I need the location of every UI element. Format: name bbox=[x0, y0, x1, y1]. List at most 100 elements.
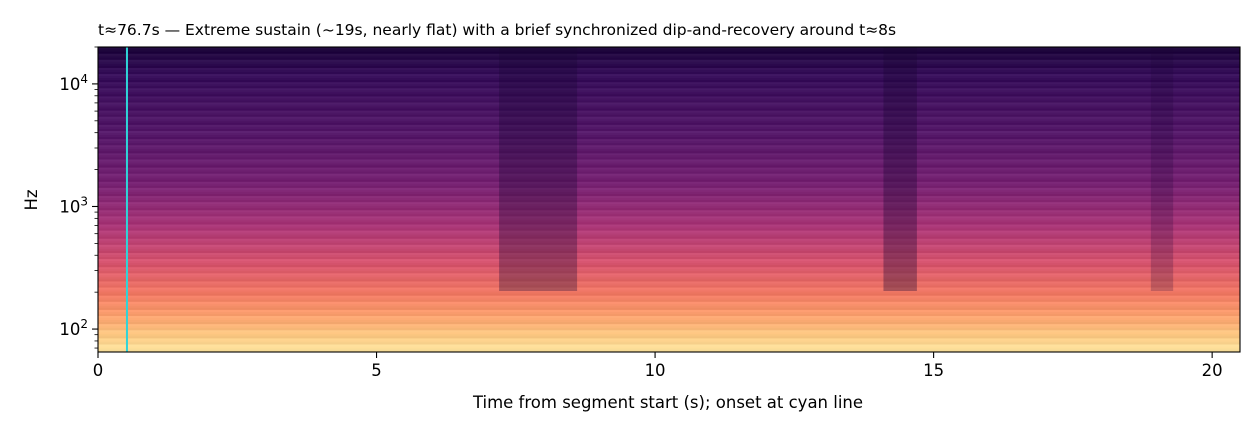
spectrogram-band bbox=[98, 197, 1240, 201]
spectrogram-band bbox=[98, 185, 1240, 188]
spectrogram-band bbox=[98, 122, 1240, 125]
spectrogram-band bbox=[98, 268, 1240, 272]
spectrogram-band bbox=[98, 136, 1240, 140]
spectrogram-band bbox=[98, 152, 1240, 156]
spectrogram-band bbox=[98, 254, 1240, 258]
spectrogram-band bbox=[98, 148, 1240, 152]
spectrogram-band bbox=[98, 203, 1240, 207]
spectrogram-band bbox=[98, 211, 1240, 215]
spectrogram-band bbox=[98, 331, 1240, 335]
spectrogram-band bbox=[98, 128, 1240, 131]
spectrogram-band bbox=[98, 65, 1240, 68]
plot-area bbox=[98, 47, 1240, 352]
spectrogram-band bbox=[98, 201, 1240, 205]
spectrogram-band bbox=[98, 236, 1240, 239]
spectrogram-band bbox=[98, 69, 1240, 72]
spectrogram-band bbox=[98, 61, 1240, 64]
x-tick-label: 5 bbox=[371, 361, 382, 380]
spectrogram-band bbox=[98, 75, 1240, 79]
spectrogram-band bbox=[98, 195, 1240, 199]
spectrogram-band bbox=[98, 262, 1240, 266]
spectrogram-band bbox=[98, 187, 1240, 190]
spectrogram-band bbox=[98, 47, 1240, 50]
spectrogram-band bbox=[98, 209, 1240, 213]
spectrogram-band bbox=[98, 57, 1240, 60]
spectrogram-band bbox=[98, 189, 1240, 192]
spectrogram-band bbox=[98, 173, 1240, 176]
spectrogram-band bbox=[98, 130, 1240, 133]
y-tick-label: 104 bbox=[59, 72, 88, 94]
spectrogram-band bbox=[98, 297, 1240, 300]
spectrogram-band bbox=[98, 179, 1240, 182]
spectrogram-band bbox=[98, 87, 1240, 91]
spectrogram-band bbox=[98, 293, 1240, 296]
spectrogram-band bbox=[98, 313, 1240, 316]
spectrogram-bands bbox=[98, 47, 1240, 352]
spectrogram-band bbox=[98, 337, 1240, 341]
spectrogram-band bbox=[98, 242, 1240, 245]
spectrogram-band bbox=[98, 63, 1240, 66]
spectrogram-band bbox=[98, 77, 1240, 81]
spectrogram-band bbox=[98, 120, 1240, 123]
spectrogram-band bbox=[98, 95, 1240, 99]
spectrogram-band bbox=[98, 276, 1240, 280]
y-axis-label: Hz bbox=[22, 189, 41, 210]
spectrogram-band bbox=[98, 246, 1240, 249]
spectrogram-band bbox=[98, 110, 1240, 113]
spectrogram-band bbox=[98, 227, 1240, 231]
x-axis-label: Time from segment start (s); onset at cy… bbox=[472, 393, 863, 412]
spectrogram-band bbox=[98, 230, 1240, 233]
spectrogram-band bbox=[98, 335, 1240, 339]
spectrogram-band bbox=[98, 248, 1240, 251]
spectrogram-band bbox=[98, 225, 1240, 229]
spectrogram-band bbox=[98, 317, 1240, 321]
spectrogram-band bbox=[98, 169, 1240, 172]
spectrogram-band bbox=[98, 250, 1240, 253]
spectrogram-band bbox=[98, 191, 1240, 194]
spectrogram-band bbox=[98, 280, 1240, 284]
spectrogram-band bbox=[98, 150, 1240, 154]
spectrogram-band bbox=[98, 223, 1240, 227]
spectrogram-band bbox=[98, 55, 1240, 58]
spectrogram-band bbox=[98, 71, 1240, 75]
spectrogram-band bbox=[98, 67, 1240, 70]
spectrogram-band bbox=[98, 284, 1240, 288]
spectrogram-band bbox=[98, 108, 1240, 111]
spectrogram-band bbox=[98, 333, 1240, 337]
spectrogram-band bbox=[98, 99, 1240, 103]
spectrogram-band bbox=[98, 323, 1240, 327]
spectrogram-band bbox=[98, 240, 1240, 243]
spectrogram-band bbox=[98, 319, 1240, 323]
spectrogram-band bbox=[98, 79, 1240, 83]
spectrogram-band bbox=[98, 156, 1240, 160]
spectrogram-band bbox=[98, 305, 1240, 308]
spectrogram-band bbox=[98, 105, 1240, 109]
spectrogram-band bbox=[98, 101, 1240, 105]
spectrogram-band bbox=[98, 343, 1240, 347]
spectrogram-dip bbox=[499, 47, 578, 291]
spectrogram-band bbox=[98, 171, 1240, 174]
spectrogram-band bbox=[98, 164, 1240, 168]
y-tick-label: 102 bbox=[59, 317, 88, 339]
spectrogram-band bbox=[98, 274, 1240, 278]
spectrogram-band bbox=[98, 177, 1240, 180]
x-tick-label: 0 bbox=[93, 361, 104, 380]
spectrogram-band bbox=[98, 175, 1240, 178]
spectrogram-band bbox=[98, 132, 1240, 136]
spectrogram-band bbox=[98, 205, 1240, 209]
spectrogram-band bbox=[98, 89, 1240, 93]
spectrogram-band bbox=[98, 154, 1240, 158]
spectrogram-band bbox=[98, 91, 1240, 95]
spectrogram-band bbox=[98, 264, 1240, 268]
spectrogram-band bbox=[98, 59, 1240, 62]
spectrogram-band bbox=[98, 140, 1240, 144]
spectrogram-band bbox=[98, 114, 1240, 117]
spectrogram-band bbox=[98, 295, 1240, 298]
spectrogram-band bbox=[98, 345, 1240, 349]
spectrogram-band bbox=[98, 260, 1240, 264]
spectrogram-band bbox=[98, 311, 1240, 314]
spectrogram-band bbox=[98, 199, 1240, 203]
spectrogram-band bbox=[98, 286, 1240, 290]
spectrogram-band bbox=[98, 341, 1240, 345]
spectrogram-dip bbox=[883, 47, 917, 291]
